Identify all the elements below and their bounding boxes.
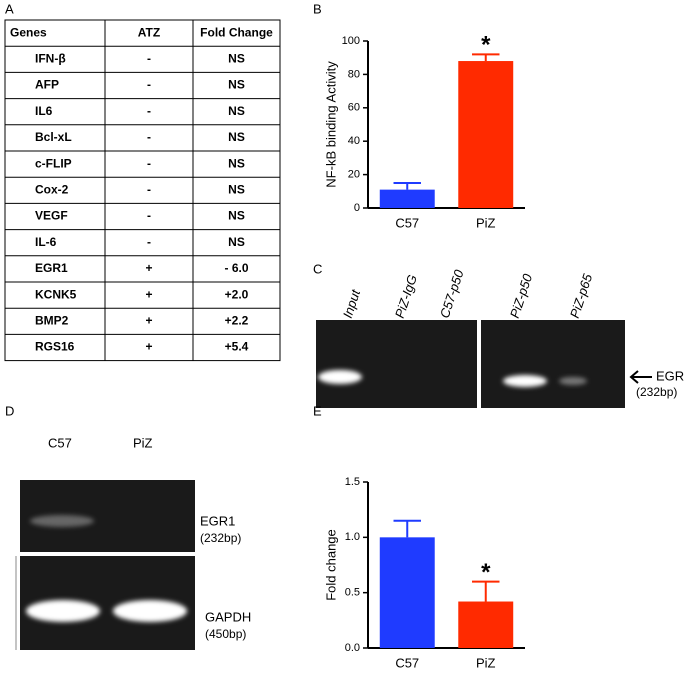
arrow-head — [629, 370, 639, 384]
table-cell: AFP — [35, 78, 59, 92]
gel-band — [26, 600, 100, 622]
table-cell: - — [147, 51, 151, 65]
table-cell: - — [147, 104, 151, 118]
table-cell: NS — [228, 130, 245, 144]
lane-label: PiZ-p50 — [507, 271, 536, 320]
table-header: Genes — [10, 25, 47, 39]
table-cell: +5.4 — [225, 340, 249, 354]
y-tick-label: 0.5 — [345, 587, 360, 599]
y-axis-label: Fold change — [323, 529, 338, 601]
y-tick-label: 0 — [354, 202, 360, 214]
table-cell: +2.0 — [225, 287, 249, 301]
table-cell: IFN-β — [35, 51, 66, 65]
y-tick-label: 80 — [348, 68, 360, 80]
panel-label: E — [313, 403, 322, 418]
x-tick-label: PiZ — [476, 655, 496, 670]
table-cell: - — [147, 130, 151, 144]
panel-label: C — [313, 261, 322, 276]
gel-band — [318, 370, 362, 384]
band-size: (232bp) — [636, 385, 677, 399]
table-cell: EGR1 — [35, 261, 68, 275]
y-tick-label: 1.5 — [345, 476, 360, 488]
y-tick-label: 20 — [348, 169, 360, 181]
y-axis-label: NF-kB binding Activity — [323, 61, 338, 188]
lane-label: Input — [340, 287, 364, 320]
table-header: Fold Change — [200, 25, 273, 39]
table-cell: + — [145, 261, 152, 275]
bar — [379, 189, 435, 208]
band-label: GAPDH — [205, 609, 251, 624]
band-label: EGR1 — [656, 368, 685, 383]
table-cell: Cox-2 — [35, 182, 69, 196]
x-tick-label: C57 — [395, 215, 419, 230]
x-tick-label: PiZ — [476, 215, 496, 230]
y-tick-label: 1.0 — [345, 531, 360, 543]
table-header: ATZ — [138, 25, 160, 39]
table-cell: - — [147, 209, 151, 223]
table-cell: NS — [228, 78, 245, 92]
table-cell: Bcl-xL — [35, 130, 72, 144]
gel-band — [559, 377, 587, 385]
table-cell: NS — [228, 235, 245, 249]
lane-label: C57 — [48, 435, 72, 450]
table-cell: RGS16 — [35, 340, 75, 354]
table-cell: +2.2 — [225, 313, 249, 327]
band-size: (232bp) — [200, 531, 241, 545]
lane-label: PiZ-p65 — [567, 271, 596, 320]
table-cell: NS — [228, 209, 245, 223]
table-cell: NS — [228, 182, 245, 196]
gel-band — [30, 515, 94, 527]
gel — [481, 320, 625, 408]
table-cell: + — [145, 313, 152, 327]
panel-label: A — [5, 1, 14, 16]
table-cell: + — [145, 340, 152, 354]
table-cell: IL-6 — [35, 235, 57, 249]
table-cell: NS — [228, 104, 245, 118]
table-cell: - — [147, 235, 151, 249]
annotation: * — [481, 32, 491, 59]
band-label: EGR1 — [200, 513, 235, 528]
bar — [458, 601, 514, 648]
annotation: * — [481, 559, 491, 586]
panel-label: B — [313, 1, 322, 16]
table-cell: - — [147, 78, 151, 92]
y-tick-label: 100 — [342, 35, 360, 47]
table-cell: - 6.0 — [224, 261, 248, 275]
bar — [458, 61, 514, 208]
bar — [379, 537, 435, 648]
lane-label: PiZ — [133, 435, 153, 450]
y-tick-label: 60 — [348, 102, 360, 114]
table-cell: NS — [228, 156, 245, 170]
gel — [316, 320, 477, 408]
table-cell: NS — [228, 51, 245, 65]
lane-label: PiZ-IgG — [392, 273, 420, 320]
table-cell: c-FLIP — [35, 156, 72, 170]
band-size: (450bp) — [205, 627, 246, 641]
panel-label: D — [5, 403, 14, 418]
table-cell: - — [147, 182, 151, 196]
table: Genes ATZ Fold Change IFN-β - NS AFP - NS IL6 - NS B… — [4, 19, 281, 362]
y-tick-label: 40 — [348, 135, 360, 147]
table-cell: BMP2 — [35, 313, 69, 327]
table-cell: + — [145, 287, 152, 301]
table-cell: VEGF — [35, 209, 68, 223]
y-tick-label: 0.0 — [345, 642, 360, 654]
table-border — [4, 19, 281, 362]
x-tick-label: C57 — [395, 655, 419, 670]
table-cell: KCNK5 — [35, 287, 77, 301]
table-cell: - — [147, 156, 151, 170]
gel-band — [503, 375, 547, 387]
lane-label: C57-p50 — [437, 267, 467, 320]
table-cell: IL6 — [35, 104, 53, 118]
gel-band — [113, 600, 187, 622]
